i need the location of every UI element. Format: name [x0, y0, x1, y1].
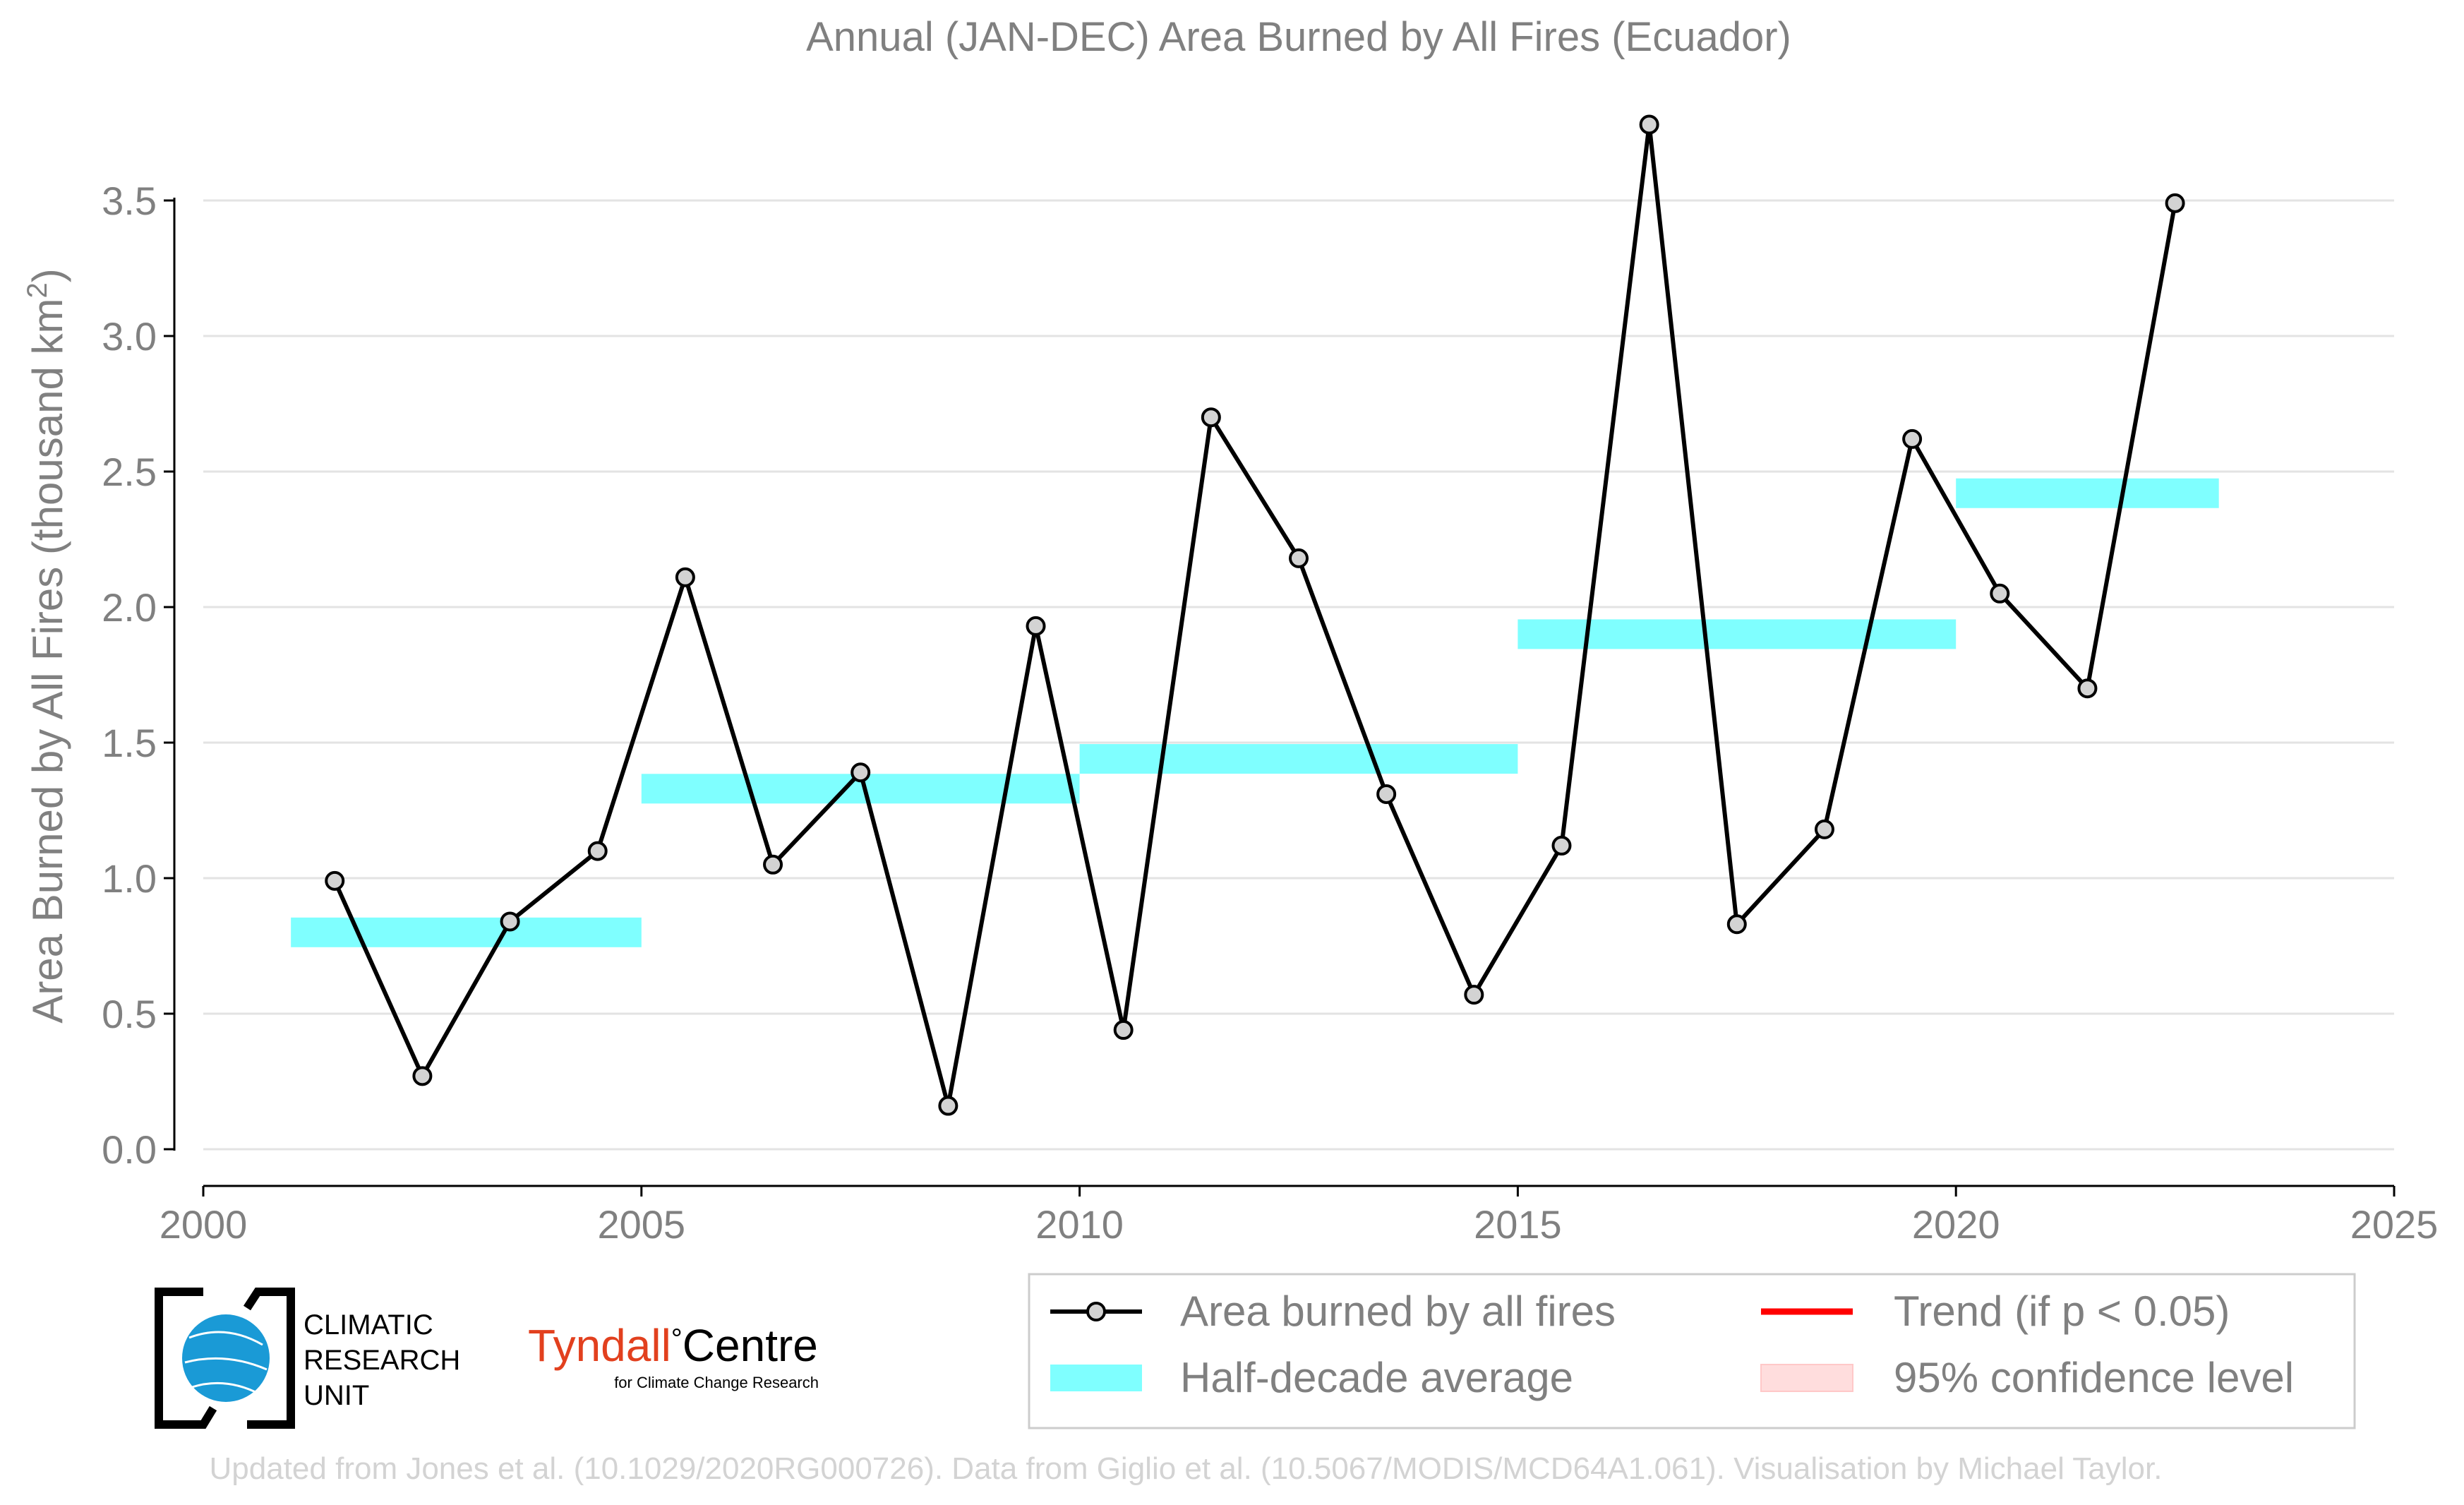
legend-marker-symbol [1086, 1302, 1106, 1321]
legend-frame [1028, 1273, 2356, 1429]
y-axis-label-main: Area Burned by All Fires (thousand km [24, 299, 71, 1024]
legend-label-confidence: 95% confidence level [1894, 1354, 2294, 1401]
tyndall-subtitle: for Climate Change Research [614, 1374, 819, 1391]
half-decade-band [1956, 478, 2219, 508]
data-point [1639, 114, 1659, 135]
data-point [1902, 428, 1923, 449]
data-point [763, 854, 783, 875]
data-point [938, 1096, 958, 1116]
y-axis-label-close: ) [24, 268, 71, 282]
half-decade-band [291, 917, 642, 947]
x-tick-label: 2010 [1035, 1202, 1124, 1247]
half-decade-band [1518, 619, 1957, 649]
x-tick-label: 2025 [2350, 1202, 2439, 1247]
x-tick-label: 2020 [1912, 1202, 2000, 1247]
y-axis-label: Area Burned by All Fires (thousand km2) [22, 268, 71, 1023]
tyndall-word: Tyndall [528, 1320, 671, 1371]
data-point [675, 567, 695, 587]
series-points [325, 114, 2185, 1116]
y-tick-label: 3.0 [102, 314, 157, 359]
data-point [500, 911, 520, 932]
data-point [1464, 985, 1484, 1005]
data-point [587, 841, 608, 861]
data-point [1990, 583, 2010, 604]
half-decade-bands [291, 478, 2219, 947]
data-point [2077, 678, 2098, 699]
y-tick-label: 1.5 [102, 721, 157, 765]
x-tick-label: 2015 [1474, 1202, 1562, 1247]
x-tick-label: 2005 [598, 1202, 686, 1247]
cru-logo: CLIMATIC RESEARCH UNIT [155, 1288, 460, 1429]
y-tick-label: 0.5 [102, 992, 157, 1036]
tyndall-centre-word: Centre [683, 1320, 818, 1371]
data-point [2165, 193, 2185, 213]
gridlines [203, 199, 2394, 1151]
series-line [332, 122, 2177, 1108]
legend: Area burned by all fires Trend (if p < 0… [1028, 1273, 2356, 1429]
y-tick-label: 1.0 [102, 856, 157, 901]
data-point [1814, 819, 1834, 839]
half-decade-band [1079, 744, 1518, 774]
tyndall-logo: Tyndall°Centre for Climate Change Resear… [528, 1320, 819, 1391]
y-tick-label: 0.0 [102, 1127, 157, 1172]
x-tick-label: 2000 [160, 1202, 248, 1247]
legend-label-half-decade: Half-decade average [1180, 1354, 1573, 1401]
data-point [1026, 616, 1046, 636]
legend-band-symbol [1050, 1365, 1142, 1391]
footer-citation: Updated from Jones et al. (10.1029/2020R… [210, 1451, 2163, 1486]
cru-text-research: RESEARCH [304, 1345, 460, 1376]
tyndall-wordmark: Tyndall°Centre [528, 1320, 818, 1371]
legend-label-trend: Trend (if p < 0.05) [1894, 1288, 2230, 1335]
axes [173, 198, 2394, 1187]
data-point [412, 1066, 433, 1086]
y-tick-label: 3.5 [102, 179, 157, 223]
cru-text-climatic: CLIMATIC [304, 1309, 433, 1341]
data-point [851, 762, 871, 783]
cru-logo-bracket [155, 1288, 295, 1429]
data-point [1289, 548, 1309, 568]
legend-label-area-burned: Area burned by all fires [1180, 1288, 1616, 1335]
cru-globe-lines [184, 1331, 268, 1396]
chart-title: Annual (JAN-DEC) Area Burned by All Fire… [806, 14, 1791, 60]
data-point [1726, 914, 1747, 935]
ticks: 0.0 0.5 1.0 1.5 2.0 2.5 3.0 3.5 2000 2005 2010 2015… [102, 179, 2438, 1247]
y-tick-label: 2.0 [102, 585, 157, 630]
data-point [1376, 784, 1397, 804]
y-axis-label-sup: 2 [22, 282, 53, 298]
area-burned-line [332, 122, 2177, 1108]
data-point [1201, 407, 1221, 428]
tyndall-degree: ° [671, 1324, 683, 1355]
y-tick-label: 2.5 [102, 450, 157, 494]
data-point [1113, 1020, 1134, 1041]
data-point [325, 870, 345, 891]
cru-text-unit: UNIT [304, 1380, 369, 1411]
legend-confidence-symbol [1760, 1364, 1853, 1392]
data-point [1551, 835, 1572, 856]
